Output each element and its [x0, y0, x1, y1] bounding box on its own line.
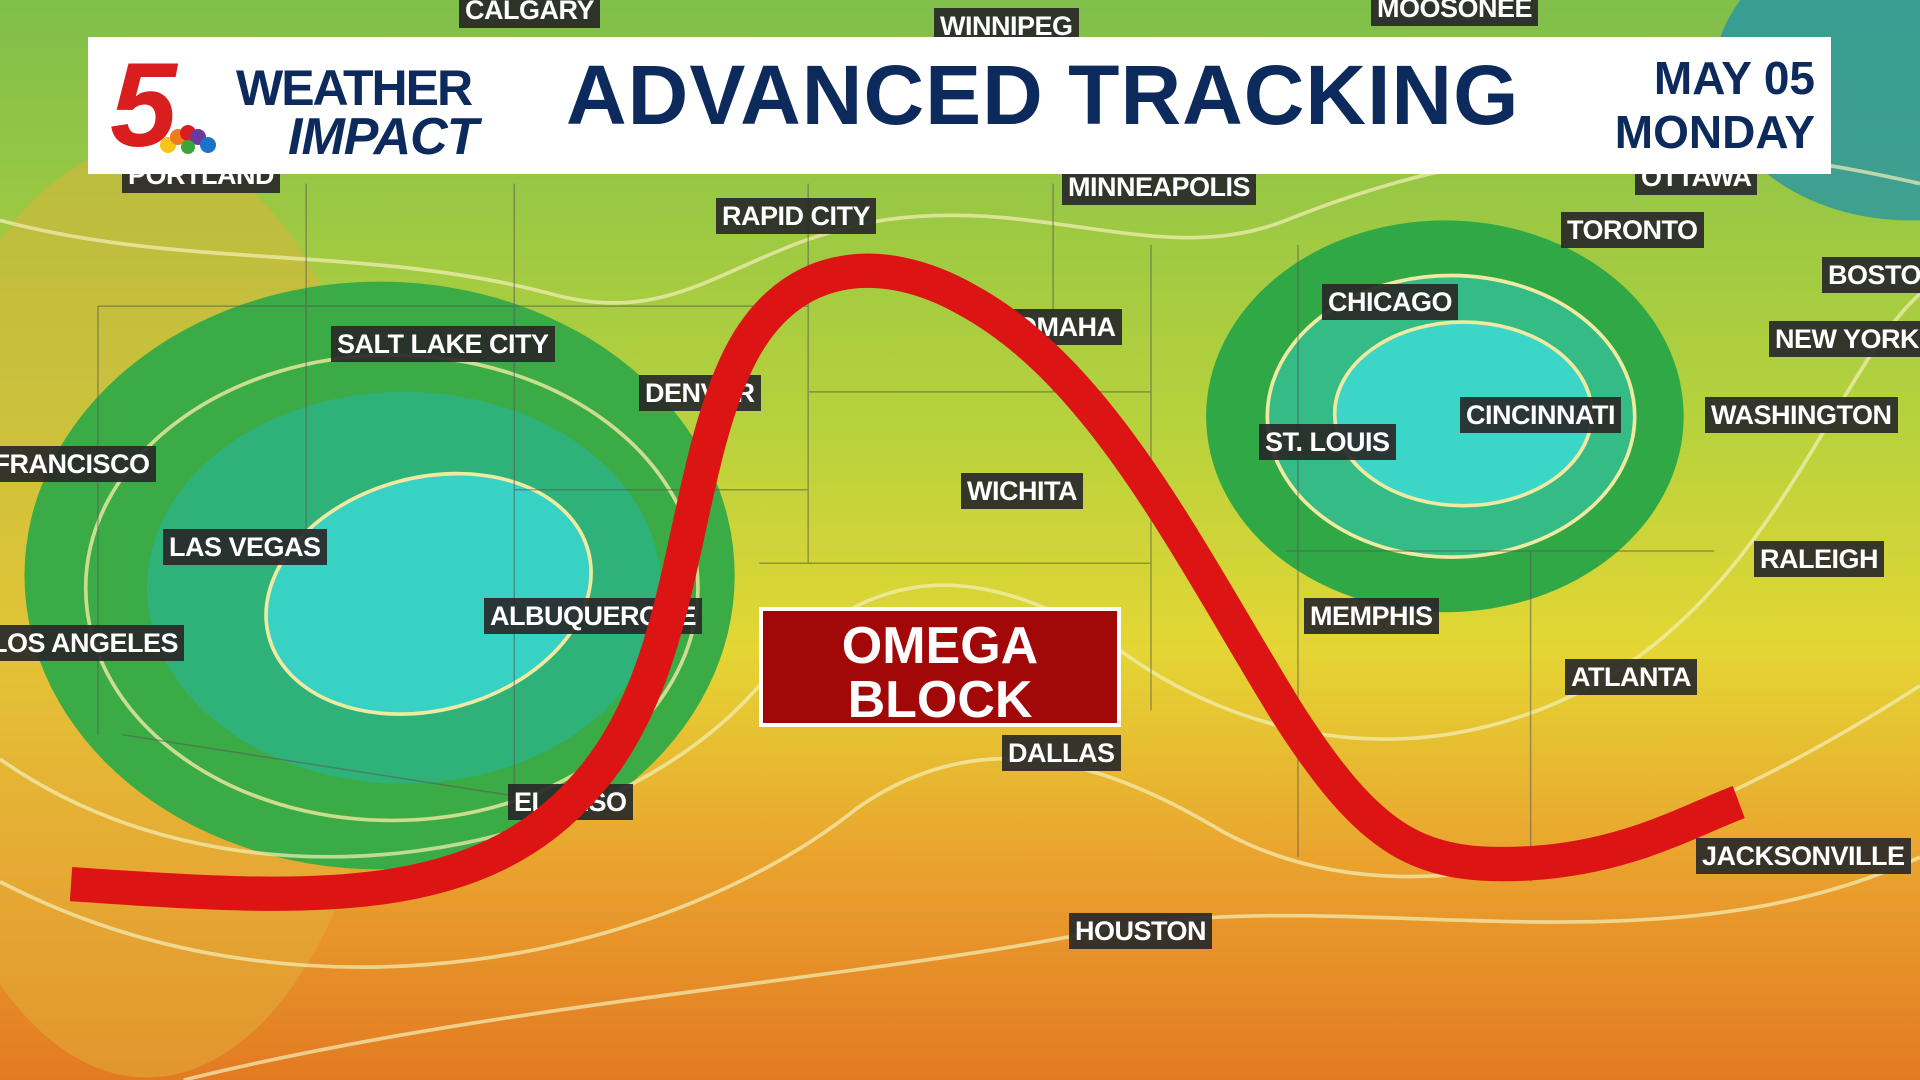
- city-label: WICHITA: [961, 473, 1083, 509]
- city-label: RAPID CITY: [716, 198, 877, 234]
- city-label: SAN FRANCISCO: [0, 446, 156, 482]
- city-label: ST. LOUIS: [1259, 424, 1396, 460]
- city-label: MINNEAPOLIS: [1062, 169, 1257, 205]
- city-label: MEMPHIS: [1304, 598, 1439, 634]
- header: 5 WEATHER IMPACT ADVANCED TRACKING MAY 0…: [88, 37, 1831, 174]
- city-label: WASHINGTON: [1705, 397, 1898, 433]
- annotation-line: OMEGA: [841, 617, 1039, 675]
- city-label: CINCINNATI: [1460, 397, 1621, 433]
- city-label: SALT LAKE CITY: [331, 326, 555, 362]
- city-label: EL PASO: [508, 784, 633, 820]
- annotation-line: BLOCK: [847, 671, 1033, 729]
- city-label: HOUSTON: [1069, 913, 1213, 949]
- city-label: DALLAS: [1002, 735, 1121, 771]
- annotation-box: OMEGA BLOCK: [759, 607, 1121, 727]
- city-label: ATLANTA: [1565, 659, 1697, 695]
- city-label: CALGARY: [459, 0, 600, 28]
- brand-top: WEATHER: [236, 60, 473, 116]
- city-label: TORONTO: [1561, 212, 1704, 248]
- brand-bottom: IMPACT: [288, 108, 478, 166]
- city-label: ALBUQUERQUE: [484, 598, 703, 634]
- city-label: BOSTON: [1822, 257, 1920, 293]
- peacock-logo: [160, 125, 216, 154]
- city-label: OMAHA: [1010, 309, 1122, 345]
- city-label: CHICAGO: [1322, 284, 1458, 320]
- city-label: LAS VEGAS: [163, 529, 327, 565]
- city-label: RALEIGH: [1754, 541, 1884, 577]
- title: ADVANCED TRACKING: [566, 48, 1520, 142]
- city-label: LOS ANGELES: [0, 625, 185, 661]
- city-label: DENVER: [639, 375, 761, 411]
- city-label: JACKSONVILLE: [1696, 838, 1911, 874]
- city-label: MOOSONEE: [1371, 0, 1539, 26]
- date: MAY 05: [1653, 52, 1815, 104]
- day: MONDAY: [1614, 106, 1815, 158]
- city-label: NEW YORK: [1769, 321, 1920, 357]
